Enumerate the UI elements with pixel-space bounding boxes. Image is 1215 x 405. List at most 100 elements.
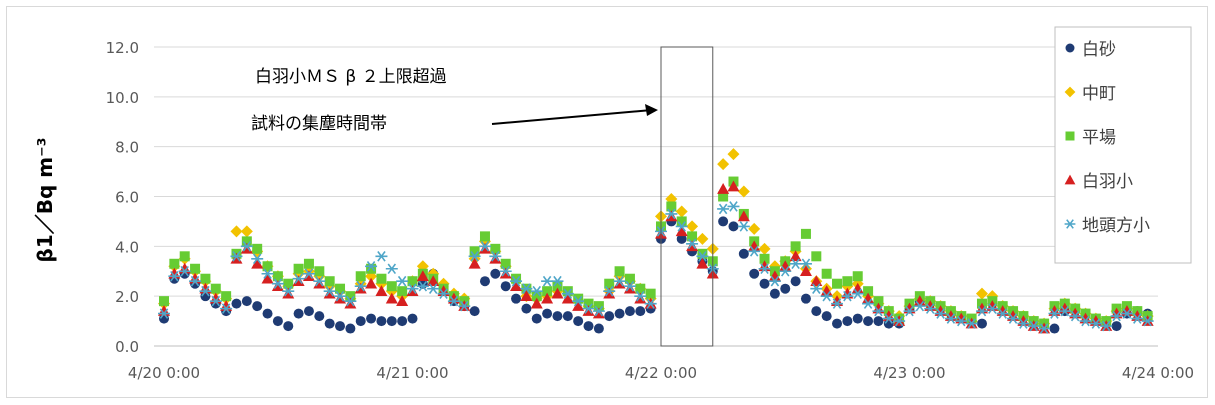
data-point <box>832 278 843 289</box>
data-point <box>396 295 409 306</box>
data-point <box>882 313 895 324</box>
data-point <box>758 263 771 275</box>
data-point <box>355 316 366 327</box>
data-point <box>489 252 502 264</box>
data-point <box>261 268 274 280</box>
data-point <box>376 316 387 327</box>
y-tick-label: 4.0 <box>115 238 139 256</box>
data-point <box>572 300 585 311</box>
data-point <box>603 287 616 299</box>
data-point <box>852 313 863 324</box>
series-2 <box>159 176 1153 329</box>
data-point <box>261 272 274 284</box>
data-point <box>551 275 564 287</box>
data-point <box>696 257 709 269</box>
data-point <box>376 273 387 284</box>
data-point <box>293 263 304 274</box>
legend-marker <box>1065 43 1075 53</box>
data-point <box>635 283 646 294</box>
data-point <box>541 275 554 287</box>
data-point <box>478 241 491 252</box>
legend-marker <box>1064 219 1076 229</box>
data-point <box>810 275 823 287</box>
data-point <box>955 315 968 327</box>
data-point <box>190 263 201 274</box>
data-point <box>500 258 511 269</box>
x-tick-label: 4/21 0:00 <box>376 364 448 382</box>
data-point <box>210 283 221 294</box>
data-point <box>810 283 823 294</box>
data-point <box>541 292 554 304</box>
data-point <box>728 221 739 232</box>
data-point <box>345 291 356 302</box>
data-point <box>520 290 533 301</box>
data-point <box>240 225 253 238</box>
data-point <box>282 285 295 297</box>
data-point <box>1111 321 1122 332</box>
data-point <box>1058 305 1071 317</box>
data-point <box>759 278 770 289</box>
highlight-box <box>660 46 714 347</box>
data-point <box>314 311 325 322</box>
data-point <box>799 265 812 277</box>
data-point <box>862 298 875 309</box>
data-point <box>324 276 335 287</box>
data-point <box>944 313 957 324</box>
data-point <box>209 295 222 307</box>
data-point <box>375 251 388 262</box>
data-point <box>1027 320 1040 332</box>
data-point <box>1049 323 1060 334</box>
data-point <box>231 298 242 309</box>
data-point <box>199 285 212 297</box>
data-point <box>1069 310 1082 322</box>
data-point <box>324 318 335 329</box>
x-tick-label: 4/24 0:00 <box>1122 364 1194 382</box>
y-tick-label: 10.0 <box>106 89 139 107</box>
data-point <box>820 285 833 296</box>
data-point <box>675 225 688 237</box>
data-point <box>573 316 584 327</box>
data-point <box>499 267 512 279</box>
data-point <box>158 308 170 319</box>
data-point <box>583 321 594 332</box>
data-point <box>1048 308 1061 319</box>
data-point <box>1141 315 1154 327</box>
data-point <box>738 248 749 259</box>
data-point <box>189 275 202 287</box>
data-point <box>593 301 604 312</box>
data-point <box>811 306 822 317</box>
data-point <box>800 293 811 304</box>
x-tick-label: 4/20 0:00 <box>128 364 200 382</box>
data-point <box>542 286 553 297</box>
data-point <box>521 303 532 314</box>
data-point <box>427 275 440 287</box>
data-point <box>292 273 305 285</box>
y-tick-label: 2.0 <box>115 288 139 306</box>
data-point <box>251 253 264 265</box>
data-point <box>832 318 843 329</box>
data-point <box>604 311 615 322</box>
data-point <box>469 306 480 317</box>
data-point <box>252 301 263 312</box>
data-point <box>489 251 502 262</box>
data-point <box>893 315 906 327</box>
data-point <box>407 313 418 324</box>
data-point <box>1110 310 1123 322</box>
data-point <box>469 246 480 257</box>
data-point <box>768 275 781 287</box>
data-point <box>479 276 490 287</box>
data-point <box>323 285 336 297</box>
legend-label: 中町 <box>1082 84 1116 104</box>
legend-label: 白羽小 <box>1082 172 1133 192</box>
data-point <box>251 257 264 269</box>
data-point <box>737 210 750 222</box>
data-point <box>665 210 678 222</box>
data-point <box>510 280 523 291</box>
data-point <box>530 285 543 297</box>
data-point <box>302 268 315 280</box>
data-point <box>614 308 625 319</box>
data-point <box>635 306 646 317</box>
data-point <box>873 296 884 307</box>
data-point <box>686 238 699 250</box>
data-point <box>354 280 367 292</box>
